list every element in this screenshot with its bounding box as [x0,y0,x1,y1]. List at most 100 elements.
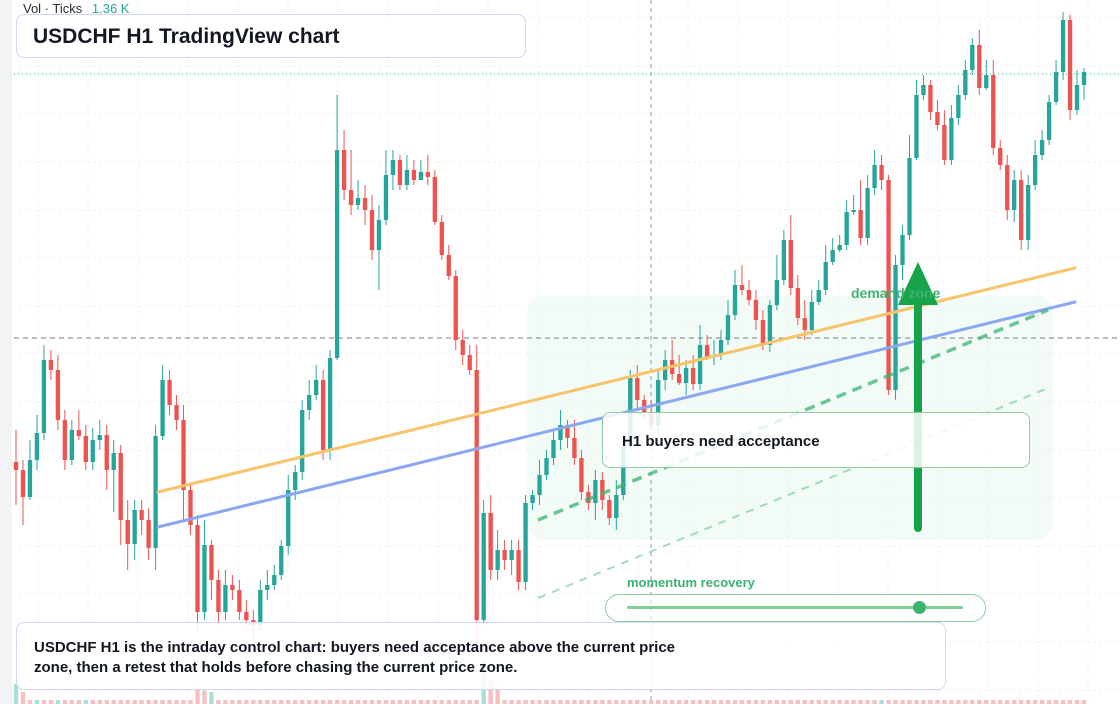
candle [153,425,158,570]
candle [76,410,81,440]
candle-body [139,510,144,520]
candle-body [41,360,47,433]
volume-bar [174,700,179,704]
volume-bar [397,700,403,704]
candle-body [753,300,759,320]
volume-bar [788,700,793,704]
volume-bar [523,700,528,704]
candle [509,540,514,575]
candle-body [725,315,731,340]
candle-body [1053,72,1059,102]
candle-body [481,513,486,620]
candle [1005,155,1010,220]
candle-body [90,440,95,462]
candle-body [991,75,996,148]
momentum-knob[interactable] [912,601,926,614]
candle [1067,15,1073,120]
volume-bar [697,700,703,704]
candle [104,425,109,490]
candle [893,255,898,400]
volume-bar [1074,700,1080,704]
candle-body [1005,165,1010,210]
candle [502,540,507,570]
volume-bar [537,700,542,704]
candle [676,355,682,385]
volume-bar [334,700,340,704]
candle [1046,95,1052,145]
candle-body [865,188,870,238]
candle [607,495,612,525]
volume-bar [383,700,389,704]
candle-body [732,285,738,315]
candle-body [516,550,521,582]
volume-bar [355,700,361,704]
volume-bar [76,700,81,704]
volume-bar [69,700,75,704]
candle-body [1060,20,1066,72]
candle-body [809,302,814,330]
volume-bar [1046,700,1052,704]
candle-body [900,235,905,265]
candle-body [474,370,479,620]
momentum-slider[interactable] [605,594,986,622]
candle-body [320,380,326,450]
volume-bar [341,700,347,704]
demand-zone-label: demand zone [851,285,941,301]
candle-body [676,374,682,383]
volume-bar [216,700,221,704]
volume-bar [251,700,256,704]
volume-bar [376,700,382,704]
candle [858,180,863,245]
acceptance-callout[interactable]: H1 buyers need acceptance [602,412,1030,468]
candle-body [704,345,710,357]
candle [97,420,102,450]
candle-body [223,585,228,612]
candle-body [914,95,919,158]
volume-bar [139,700,144,704]
orange-trendline[interactable] [156,266,1077,494]
candle [872,150,877,195]
candle [230,575,235,600]
candle-body [181,420,186,490]
volume-bar [760,700,766,704]
candle [341,130,347,200]
volume-bar [467,700,472,704]
volume-bar [516,700,521,704]
candle [195,515,200,630]
candle-body [418,172,424,180]
candle-body [355,198,361,205]
volume-bar [55,700,61,704]
candle-body [1012,180,1017,210]
volume-bar [816,700,821,704]
volume-bar [502,700,507,704]
candle-body [432,177,437,222]
left-scale-strip [0,0,12,704]
candle-body [244,612,249,620]
volume-bar [1025,700,1031,704]
candle-body [237,590,242,612]
volume-bar [279,700,284,704]
candle [683,360,689,395]
candle-body [893,265,898,390]
candle [977,30,982,95]
volume-bar [125,700,130,704]
volume-bar [823,700,828,704]
volume-bar [488,680,493,704]
volume-label: Vol · Ticks [23,1,83,16]
candle [558,410,563,450]
candle-body [495,550,500,570]
volume-bar [13,684,19,704]
candle [746,280,752,305]
volume-bar [188,700,193,704]
candle-body [879,165,884,180]
volume-bar [265,700,270,704]
candle-body [635,378,640,400]
candle [788,215,793,295]
candle [41,345,47,440]
candle-body [411,170,417,180]
candle-body [858,210,863,238]
candle-body [13,462,19,470]
candle-body [76,430,81,436]
green-faint-trendline[interactable] [537,387,1049,599]
acceptance-callout-text: H1 buyers need acceptance [622,433,820,450]
